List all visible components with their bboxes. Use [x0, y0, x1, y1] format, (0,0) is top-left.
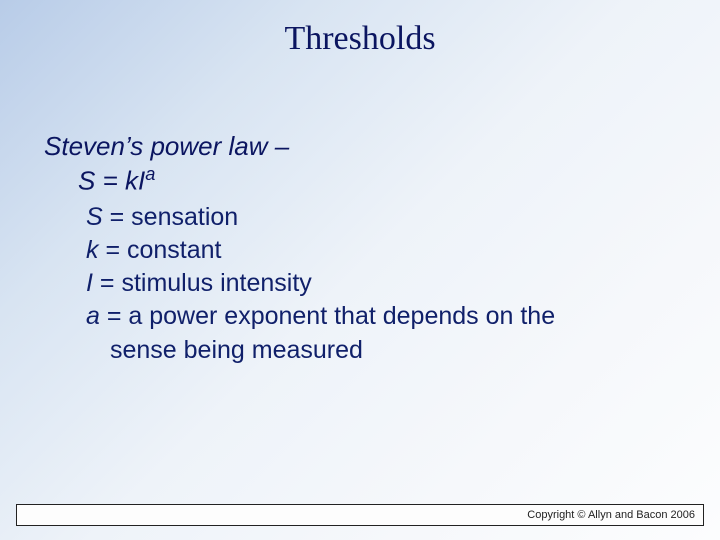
def-var: a: [86, 302, 100, 330]
subtitle: Steven’s power law –: [44, 130, 676, 163]
formula-base: S = kI: [78, 165, 145, 195]
def-var: k: [86, 236, 99, 264]
slide: Thresholds Steven’s power law – S = kIa …: [0, 0, 720, 540]
def-line: k = constant: [86, 234, 676, 267]
def-line: a = a power exponent that depends on the: [86, 300, 676, 333]
copyright-footer: Copyright © Allyn and Bacon 2006: [16, 504, 704, 526]
def-text: = a power exponent that depends on the: [100, 302, 555, 330]
def-var: S: [86, 203, 103, 231]
def-text: = stimulus intensity: [93, 269, 312, 297]
formula-exponent: a: [145, 164, 155, 184]
def-line: S = sensation: [86, 201, 676, 234]
def-continuation: sense being measured: [110, 334, 676, 367]
def-text: = sensation: [103, 203, 239, 231]
def-var: I: [86, 269, 93, 297]
def-text: = constant: [99, 236, 222, 264]
formula: S = kIa: [78, 163, 676, 197]
copyright-text: Copyright © Allyn and Bacon 2006: [527, 509, 695, 521]
content-block: Steven’s power law – S = kIa S = sensati…: [44, 130, 676, 367]
definition-list: S = sensation k = constant I = stimulus …: [86, 201, 676, 367]
slide-title: Thresholds: [0, 20, 720, 58]
def-line: I = stimulus intensity: [86, 267, 676, 300]
